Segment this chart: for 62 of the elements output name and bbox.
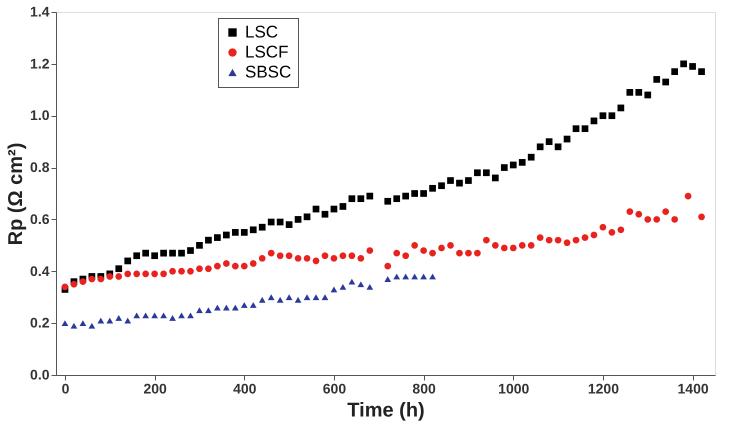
point (70, 322, 78, 329)
y-tick-label: 0.0 (30, 366, 50, 382)
point (429, 274, 436, 280)
point (240, 302, 248, 308)
point (276, 296, 284, 303)
x-tick-label: 200 (143, 380, 168, 396)
x-tick-label: 1200 (588, 380, 620, 396)
x-tick-label: 600 (322, 380, 346, 396)
point (142, 312, 150, 318)
point (322, 294, 328, 300)
legend-label: LSC (245, 22, 278, 42)
legend-label: LSCF (245, 42, 288, 62)
point (232, 304, 239, 310)
x-tick-label: 1000 (498, 380, 530, 396)
point (366, 284, 374, 290)
point (393, 274, 400, 280)
point (62, 320, 68, 326)
y-tick-label: 0.4 (30, 262, 50, 279)
y-tick-label: 1.2 (30, 55, 50, 72)
x-tick-label: 800 (412, 380, 436, 396)
legend-label: SBSC (245, 62, 292, 82)
point (340, 284, 346, 290)
x-tick-label: 400 (233, 380, 257, 396)
point (384, 276, 392, 282)
point (187, 312, 194, 318)
y-tick-label: 1.0 (30, 107, 50, 124)
point (160, 312, 167, 318)
point (178, 312, 185, 318)
point (357, 281, 364, 288)
point (304, 294, 310, 300)
point (80, 320, 86, 326)
point (133, 312, 140, 318)
point (330, 286, 338, 292)
x-tick-label: 0 (62, 380, 70, 396)
point (214, 304, 221, 310)
point (223, 304, 230, 310)
point (348, 278, 356, 285)
point (88, 322, 96, 329)
point (420, 274, 427, 280)
y-axis-title: Rp (Ω cm²) (5, 142, 28, 246)
point (286, 294, 292, 300)
y-tick-label: 0.2 (30, 314, 50, 331)
point (151, 312, 158, 318)
point (258, 296, 266, 303)
point (411, 274, 418, 280)
point (169, 315, 176, 321)
point (250, 302, 257, 308)
point (196, 307, 203, 314)
point (205, 307, 212, 314)
point (294, 296, 302, 303)
y-tick-label: 1.4 (30, 4, 50, 20)
point (97, 318, 104, 324)
point (106, 318, 114, 324)
x-tick-label: 1400 (678, 380, 709, 396)
point (124, 318, 132, 324)
point (312, 294, 320, 300)
point (268, 294, 275, 300)
point (115, 315, 122, 321)
y-tick-label: 0.8 (30, 159, 50, 176)
x-axis-title: Time (h) (347, 400, 425, 422)
y-tick-label: 0.6 (30, 210, 50, 227)
point (402, 274, 410, 280)
